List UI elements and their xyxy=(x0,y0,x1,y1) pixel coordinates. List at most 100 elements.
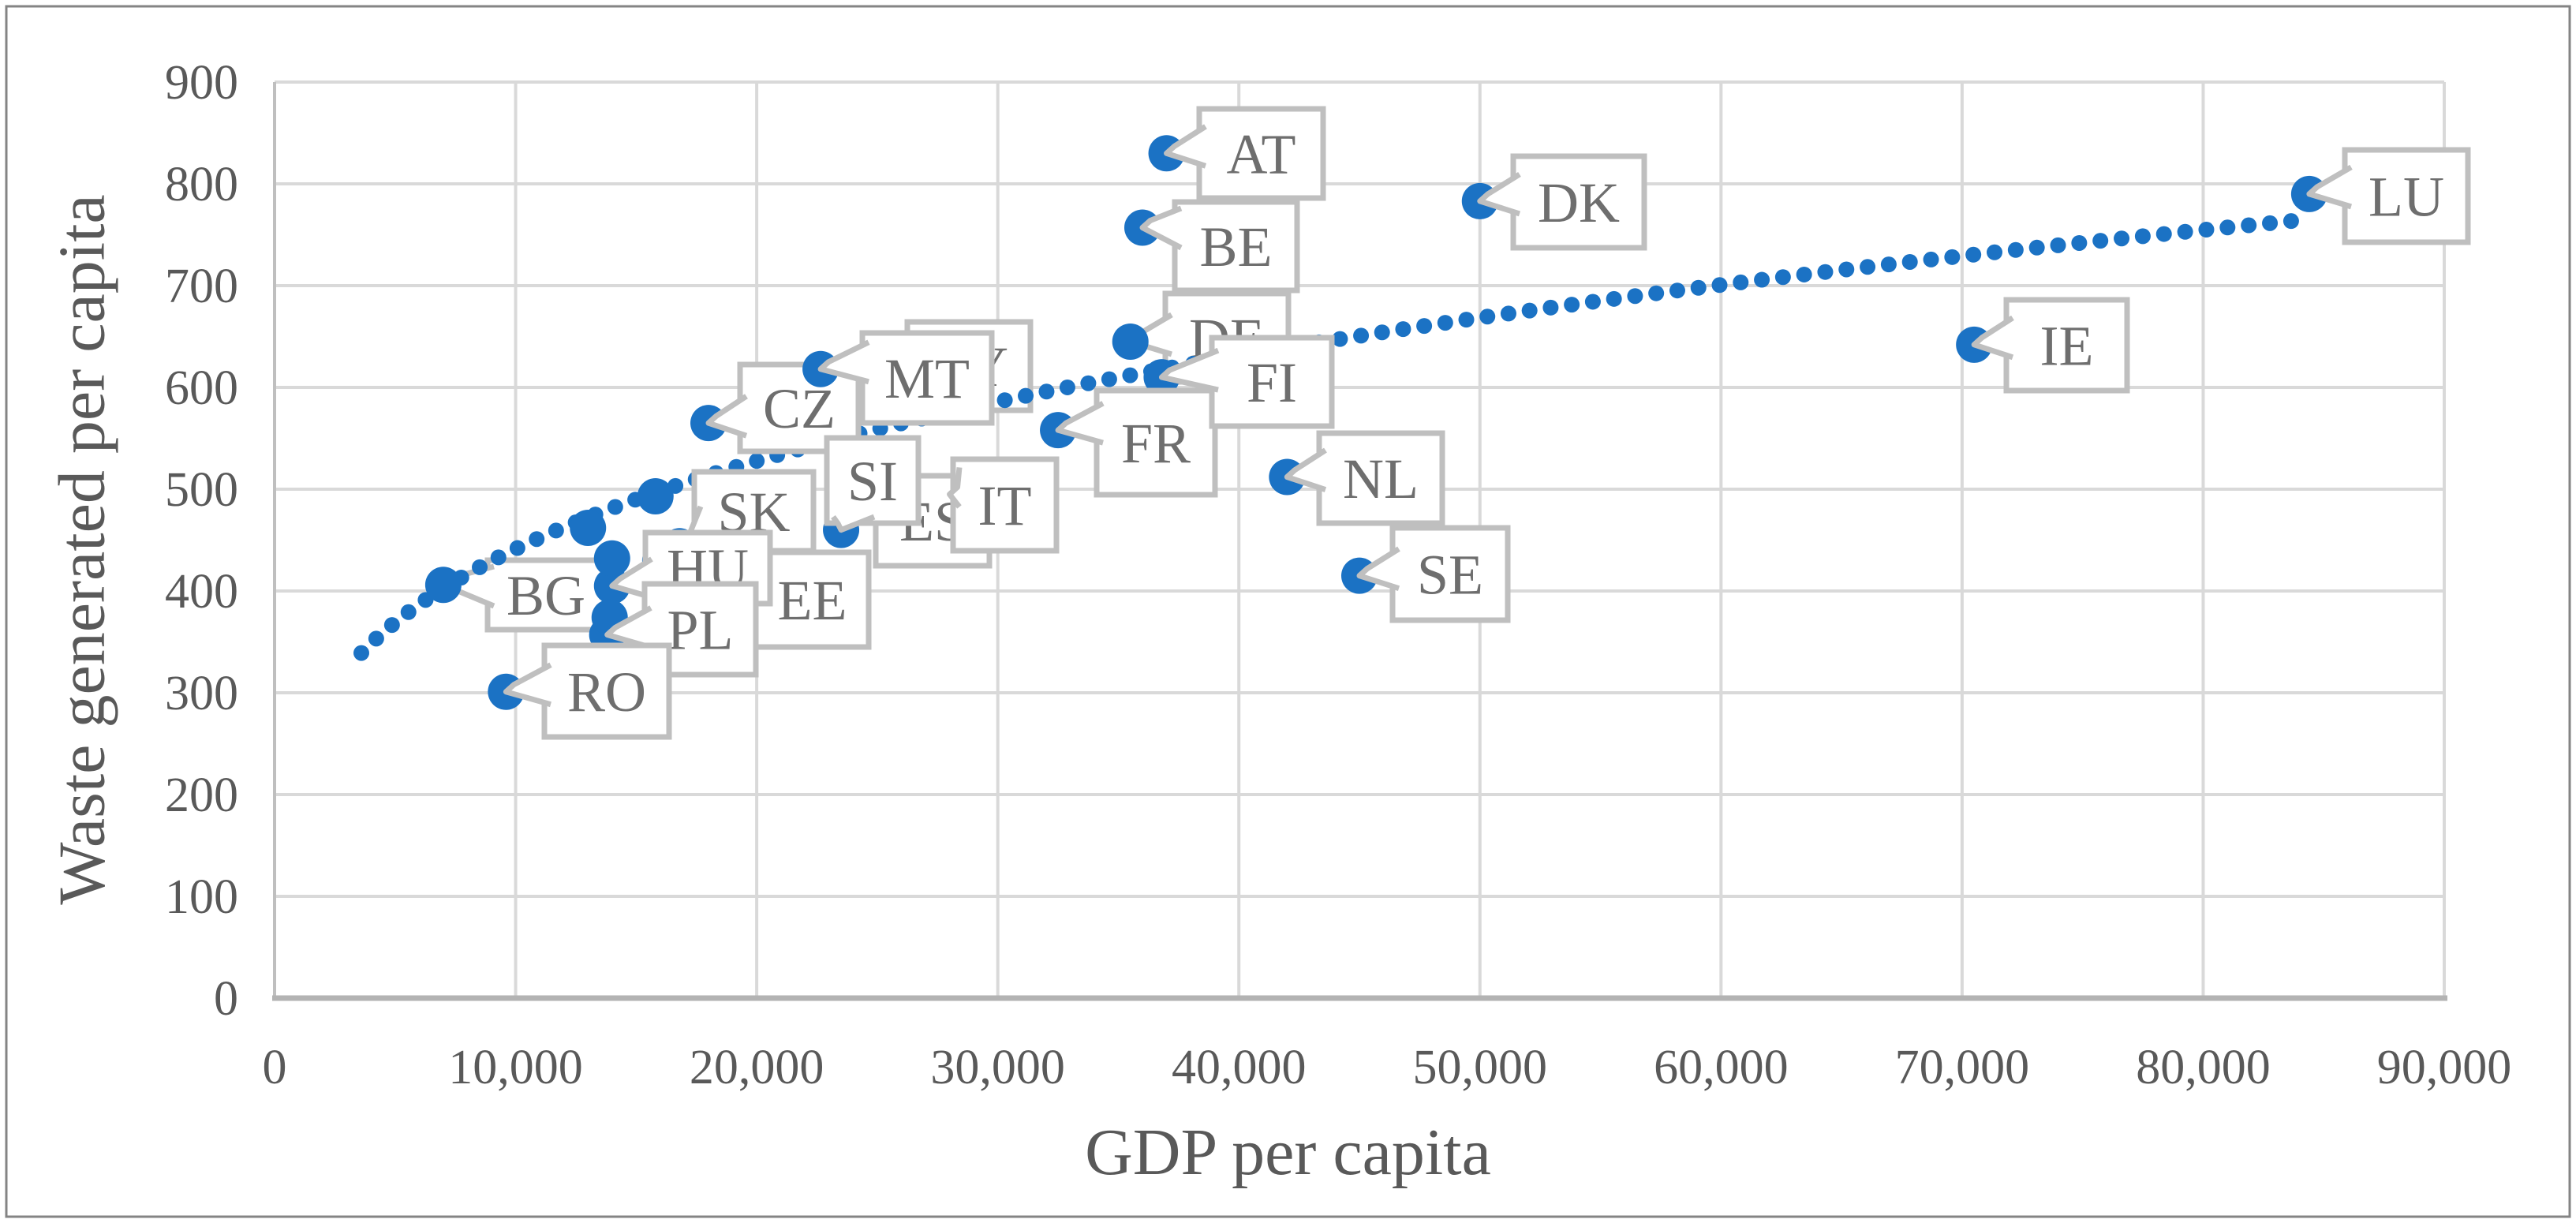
callout-box xyxy=(541,642,672,740)
trendline-dot xyxy=(1564,297,1580,313)
figure-border xyxy=(5,5,2571,1218)
callout-LU: LU xyxy=(2306,147,2471,245)
y-axis-title: Waste generated per capita xyxy=(45,194,119,905)
callout-label-BG: BG xyxy=(507,564,585,627)
callout-SE: SE xyxy=(1356,525,1511,623)
callout-pointer xyxy=(1356,546,1400,591)
trendline-dot xyxy=(1817,264,1834,280)
callout-box xyxy=(950,456,1060,554)
trendline-dot xyxy=(1122,367,1138,383)
callout-label-NL: NL xyxy=(1343,447,1419,511)
callout-pointer xyxy=(705,394,748,439)
callout-label-FR: FR xyxy=(1121,412,1191,475)
callout-box xyxy=(859,330,995,426)
trendline-dot xyxy=(1353,327,1370,344)
trendline-dot xyxy=(2092,233,2109,249)
callout-pointer xyxy=(831,514,876,533)
callout-pointer xyxy=(609,556,653,600)
trendline-dot xyxy=(2155,226,2172,242)
x-tick-label: 70,000 xyxy=(1895,1041,2030,1094)
trendline-dot xyxy=(1542,299,1559,316)
callout-label-SE: SE xyxy=(1417,544,1483,607)
trendline-dot xyxy=(1059,379,1075,395)
callout-label-BE: BE xyxy=(1199,215,1272,279)
trendline-dot xyxy=(2219,219,2236,236)
y-tick-label: 0 xyxy=(214,972,238,1026)
x-tick-label: 20,000 xyxy=(690,1041,824,1094)
trendline-dot xyxy=(509,540,525,556)
callout-label-PL: PL xyxy=(667,599,733,662)
y-tick-label: 300 xyxy=(165,667,238,720)
callout-pointer xyxy=(1164,124,1207,169)
trendline-dot xyxy=(1711,277,1728,294)
callout-label-FI: FI xyxy=(1247,351,1297,414)
y-tick-label: 900 xyxy=(165,56,238,110)
callout-box xyxy=(1094,387,1218,498)
callout-label-IT: IT xyxy=(978,474,1032,537)
trendline-dot xyxy=(2050,237,2066,253)
trendline-dot xyxy=(2071,234,2088,251)
x-tick-label: 60,000 xyxy=(1654,1041,1789,1094)
y-tick-label: 400 xyxy=(165,565,238,619)
trendline-dot xyxy=(1901,253,1918,270)
callout-pointer xyxy=(1139,205,1183,251)
callout-BG: BG xyxy=(440,557,608,633)
trendline-dot xyxy=(1416,318,1433,335)
trendline-dot xyxy=(1437,315,1453,331)
y-tick-label: 200 xyxy=(165,769,238,822)
trendline-dot xyxy=(2028,239,2045,256)
trendline-dot xyxy=(2134,228,2151,245)
callout-pointer xyxy=(503,662,552,708)
trendline-dot xyxy=(353,645,369,661)
callout-FI: FI xyxy=(1158,335,1335,429)
callout-pointer xyxy=(2306,164,2353,210)
callout-label-IE: IE xyxy=(2040,315,2094,378)
x-tick-label: 0 xyxy=(263,1041,287,1094)
trendline-dot xyxy=(1880,256,1897,273)
data-point-BG xyxy=(424,567,462,604)
x-tick-label: 40,000 xyxy=(1172,1041,1307,1094)
callout-box xyxy=(824,435,922,526)
trendline-dot xyxy=(1332,331,1348,347)
trendline-dot xyxy=(2177,223,2193,240)
trendline-dot xyxy=(996,392,1013,409)
callout-box xyxy=(1196,106,1326,201)
trendline-dot xyxy=(1733,274,1749,290)
trendline-dot xyxy=(1965,246,1982,263)
trendline-dot xyxy=(548,522,564,539)
callout-label-EE: EE xyxy=(778,569,847,632)
trendline-dot xyxy=(383,617,400,634)
trendline-dot xyxy=(1018,387,1034,404)
callout-pointer xyxy=(1284,447,1327,492)
trendline-dot xyxy=(472,559,488,575)
trendline-dot xyxy=(1395,321,1411,338)
x-tick-label: 10,000 xyxy=(448,1041,583,1094)
trendline-dot xyxy=(607,499,623,515)
callout-box xyxy=(1389,525,1511,623)
trendline-dot xyxy=(1627,288,1643,305)
y-tick-label: 100 xyxy=(165,870,238,924)
callout-IE: IE xyxy=(1971,297,2130,394)
data-point-unlabeled-2 xyxy=(637,478,674,515)
trendline-dot xyxy=(749,453,765,469)
data-point-unlabeled-1 xyxy=(570,510,607,547)
trendline-dot xyxy=(1796,266,1812,282)
trendline-dot xyxy=(2241,217,2257,234)
y-tick-label: 700 xyxy=(165,260,238,313)
callout-FR: FR xyxy=(1055,387,1218,498)
trendline-dot xyxy=(1584,294,1601,310)
callout-DK: DK xyxy=(1477,153,1647,251)
trendline-dot xyxy=(490,549,507,566)
trendline-dot xyxy=(1774,269,1791,286)
callout-pointer xyxy=(1971,315,2014,361)
trendline-dot xyxy=(2262,215,2279,231)
callout-box xyxy=(1172,199,1300,294)
trendline-dot xyxy=(1860,259,1876,275)
callout-box xyxy=(484,557,608,633)
data-point-DE xyxy=(1112,323,1149,360)
trendline-dot xyxy=(2114,230,2130,247)
callout-RO: RO xyxy=(503,642,672,740)
trendline-dot xyxy=(1101,371,1117,387)
